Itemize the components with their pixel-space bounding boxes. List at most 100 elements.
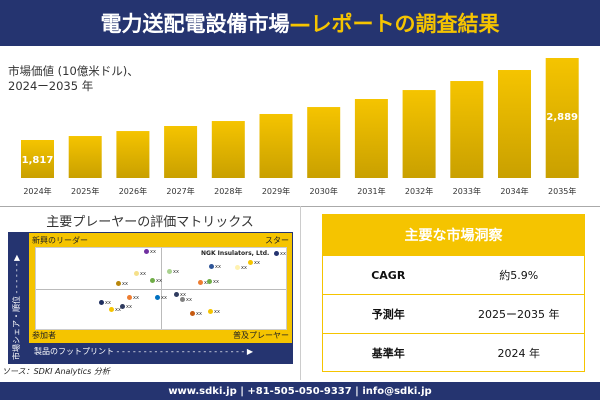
insight-row: 予測年 2025ー2035 年 (323, 294, 584, 333)
x-tick-label: 2031年 (357, 186, 385, 196)
bar-2035年 (545, 58, 579, 178)
point-label: xx (196, 311, 202, 317)
insight-value: 2025ー2035 年 (478, 308, 560, 321)
company-point (207, 279, 212, 284)
point-label: xx (254, 260, 260, 266)
point-label: xx (140, 271, 146, 277)
bar-2029年 (259, 113, 293, 178)
company-point (109, 307, 114, 312)
footer-contact: www.sdki.jp | +81-505-050-9337 | info@sd… (0, 382, 600, 400)
y-axis-label: 市場シェア・順位 - - - - - - ▶ (12, 254, 21, 360)
insights-table: 主要な市場洞察 CAGR 約5.9% 予測年 2025ー2035 年 基準年 2024… (322, 214, 585, 372)
point-label: xx (280, 251, 286, 257)
x-tick-label: 2033年 (453, 186, 481, 196)
bar-2032年 (402, 90, 436, 178)
x-tick-label: 2028年 (214, 186, 242, 196)
x-tick-label: 2024年 (23, 186, 51, 196)
company-point (235, 265, 240, 270)
point-label: xx (213, 279, 219, 285)
point-label: xx (156, 278, 162, 284)
bar-2033年 (450, 81, 484, 178)
x-tick-label: 2030年 (310, 186, 338, 196)
insights-title: 主要な市場洞察 (323, 215, 584, 255)
bar-2025年 (68, 136, 102, 178)
highlight-company: NGK Insulators, Ltd. (201, 250, 270, 257)
bar-2024年 (21, 140, 54, 178)
chart-title-line1: 市場価値 (10億米ドル)、 (8, 64, 139, 78)
matrix-vline (161, 248, 162, 329)
x-tick-label: 2034年 (500, 186, 528, 196)
vertical-divider (300, 206, 301, 380)
point-label: xx (180, 292, 186, 298)
point-label: xx (241, 265, 247, 271)
x-tick-label: 2026年 (119, 186, 147, 196)
company-point (99, 300, 104, 305)
x-tick-label: 2029年 (262, 186, 290, 196)
point-label: xx (105, 300, 111, 306)
insight-row: 基準年 2024 年 (323, 333, 584, 372)
matrix-title: 主要プレーヤーの評価マトリックス (46, 215, 254, 230)
insight-value: 2024 年 (497, 347, 541, 360)
data-label: 2,889 (546, 112, 578, 123)
insight-key: 予測年 (371, 308, 405, 321)
point-label: xx (115, 307, 121, 313)
company-point (209, 264, 214, 269)
x-tick-label: 2032年 (405, 186, 433, 196)
company-point (134, 271, 139, 276)
page-title: 電力送配電設備市場 —レポートの調査結果 (0, 0, 600, 50)
matrix-plot: NGK Insulators, Ltd. xx xx xx xx xx xx xx xx xx x… (35, 247, 287, 330)
company-point (190, 311, 195, 316)
chart-title-line2: 2024ー2035 年 (8, 79, 94, 93)
company-point (274, 251, 279, 256)
bar-chart: 2024年 1,817 2025年 2026年 2027年 2028年 2029年 2030年… (21, 58, 579, 196)
quadrant-pervasive-players: 普及プレーヤー (233, 331, 289, 340)
quadrant-stars: スター (265, 236, 289, 245)
point-label: xx (173, 269, 179, 275)
company-point (116, 281, 121, 286)
company-point (127, 295, 132, 300)
insight-row: CAGR 約5.9% (323, 255, 584, 294)
point-label: xx (161, 295, 167, 301)
company-point (208, 309, 213, 314)
point-label: xx (126, 304, 132, 310)
title-accent: —レポートの調査結果 (289, 12, 500, 36)
company-point (248, 260, 253, 265)
chart-title: 市場価値 (10億米ドル)、 2024ー2035 年 (8, 64, 139, 94)
title-main: 電力送配電設備市場 (100, 12, 290, 36)
company-point (144, 249, 149, 254)
point-label: xx (186, 297, 192, 303)
bar-2034年 (498, 70, 531, 178)
bar-2031年 (354, 99, 388, 178)
evaluation-matrix: 新興のリーダー スター 参加者 普及プレーヤー NGK Insulators, … (8, 232, 293, 364)
company-point (198, 280, 203, 285)
x-axis-text: 製品のフットプリント (34, 347, 114, 356)
source-note: ソース：SDKI Analytics 分析 (2, 367, 110, 376)
quadrant-participants: 参加者 (32, 331, 56, 340)
point-label: xx (215, 264, 221, 270)
bar-2028年 (211, 121, 245, 178)
matrix-hline (36, 289, 286, 290)
bar-2027年 (164, 126, 198, 178)
company-point (174, 292, 179, 297)
y-axis-text: 市場シェア・順位 (12, 296, 21, 360)
insight-value: 約5.9% (499, 269, 539, 282)
x-axis-label: 製品のフットプリント - - - - - - - - - - - - - - -… (34, 347, 254, 356)
data-label: 1,817 (22, 155, 54, 166)
bar-2026年 (116, 131, 150, 178)
quadrant-emerging-leaders: 新興のリーダー (32, 236, 88, 245)
x-tick-label: 2027年 (166, 186, 194, 196)
company-point (150, 278, 155, 283)
point-label: xx (204, 280, 210, 286)
insight-key: 基準年 (371, 347, 405, 360)
x-tick-label: 2035年 (548, 186, 576, 196)
point-label: xx (150, 249, 156, 255)
company-point (155, 295, 160, 300)
point-label: xx (133, 295, 139, 301)
x-tick-label: 2025年 (71, 186, 99, 196)
company-point (167, 269, 172, 274)
bar-2030年 (307, 107, 341, 178)
insight-key: CAGR (371, 268, 406, 282)
point-label: xx (122, 281, 128, 287)
company-point (180, 297, 185, 302)
point-label: xx (214, 309, 220, 315)
